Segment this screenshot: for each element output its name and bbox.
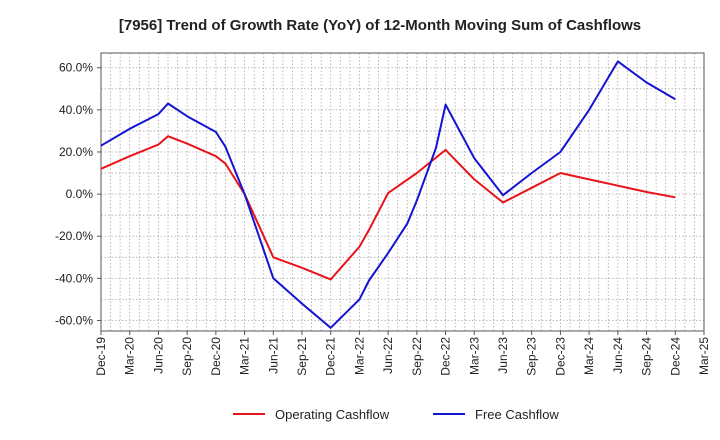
y-tick-label: 20.0% [59,145,93,159]
x-axis: Dec-19 Mar-20 Jun-20 Sep-20 Dec-20 Mar-21 Jun-… [94,331,711,376]
x-tick-label: Mar-23 [467,337,481,375]
y-tick-label: -20.0% [55,229,93,243]
x-tick-label: Mar-24 [582,337,596,375]
series-line-free-cashflow [100,60,676,329]
legend-label: Operating Cashflow [275,407,390,422]
x-tick-label: Dec-19 [94,337,108,376]
plot-frame [100,52,705,332]
y-tick-label: 0.0% [66,187,94,201]
x-tick-label: Sep-22 [410,337,424,376]
x-tick-label: Sep-24 [640,337,654,376]
y-tick-label: 60.0% [59,61,93,75]
y-tick-label: -60.0% [55,313,93,327]
x-tick-label: Dec-23 [553,337,567,376]
legend: Operating Cashflow Free Cashflow [233,407,559,422]
x-tick-label: Jun-22 [381,337,395,374]
series-line-operating-cashflow [100,135,676,281]
grid [100,53,705,331]
x-tick-label: Mar-22 [352,337,366,375]
y-tick-label: 40.0% [59,103,93,117]
x-tick-label: Dec-22 [439,337,453,376]
x-tick-label: Jun-24 [611,337,625,374]
legend-label: Free Cashflow [475,407,559,422]
chart-title: [7956] Trend of Growth Rate (YoY) of 12-… [119,17,641,34]
series-group [100,60,676,329]
x-tick-label: Sep-21 [295,337,309,376]
x-tick-label: Sep-23 [525,337,539,376]
y-axis: -60.0% -40.0% -20.0% 0.0% 20.0% 40.0% 60.0% [55,61,101,327]
x-tick-label: Dec-24 [668,337,682,376]
x-tick-label: Jun-23 [496,337,510,374]
x-tick-label: Mar-20 [123,337,137,375]
x-tick-label: Dec-20 [209,337,223,376]
x-tick-label: Sep-20 [180,337,194,376]
y-tick-label: -40.0% [55,271,93,285]
x-tick-label: Mar-21 [238,337,252,375]
x-tick-label: Jun-21 [266,337,280,374]
x-tick-label: Mar-25 [697,337,711,375]
x-tick-label: Dec-21 [324,337,338,376]
x-tick-label: Jun-20 [151,337,165,374]
